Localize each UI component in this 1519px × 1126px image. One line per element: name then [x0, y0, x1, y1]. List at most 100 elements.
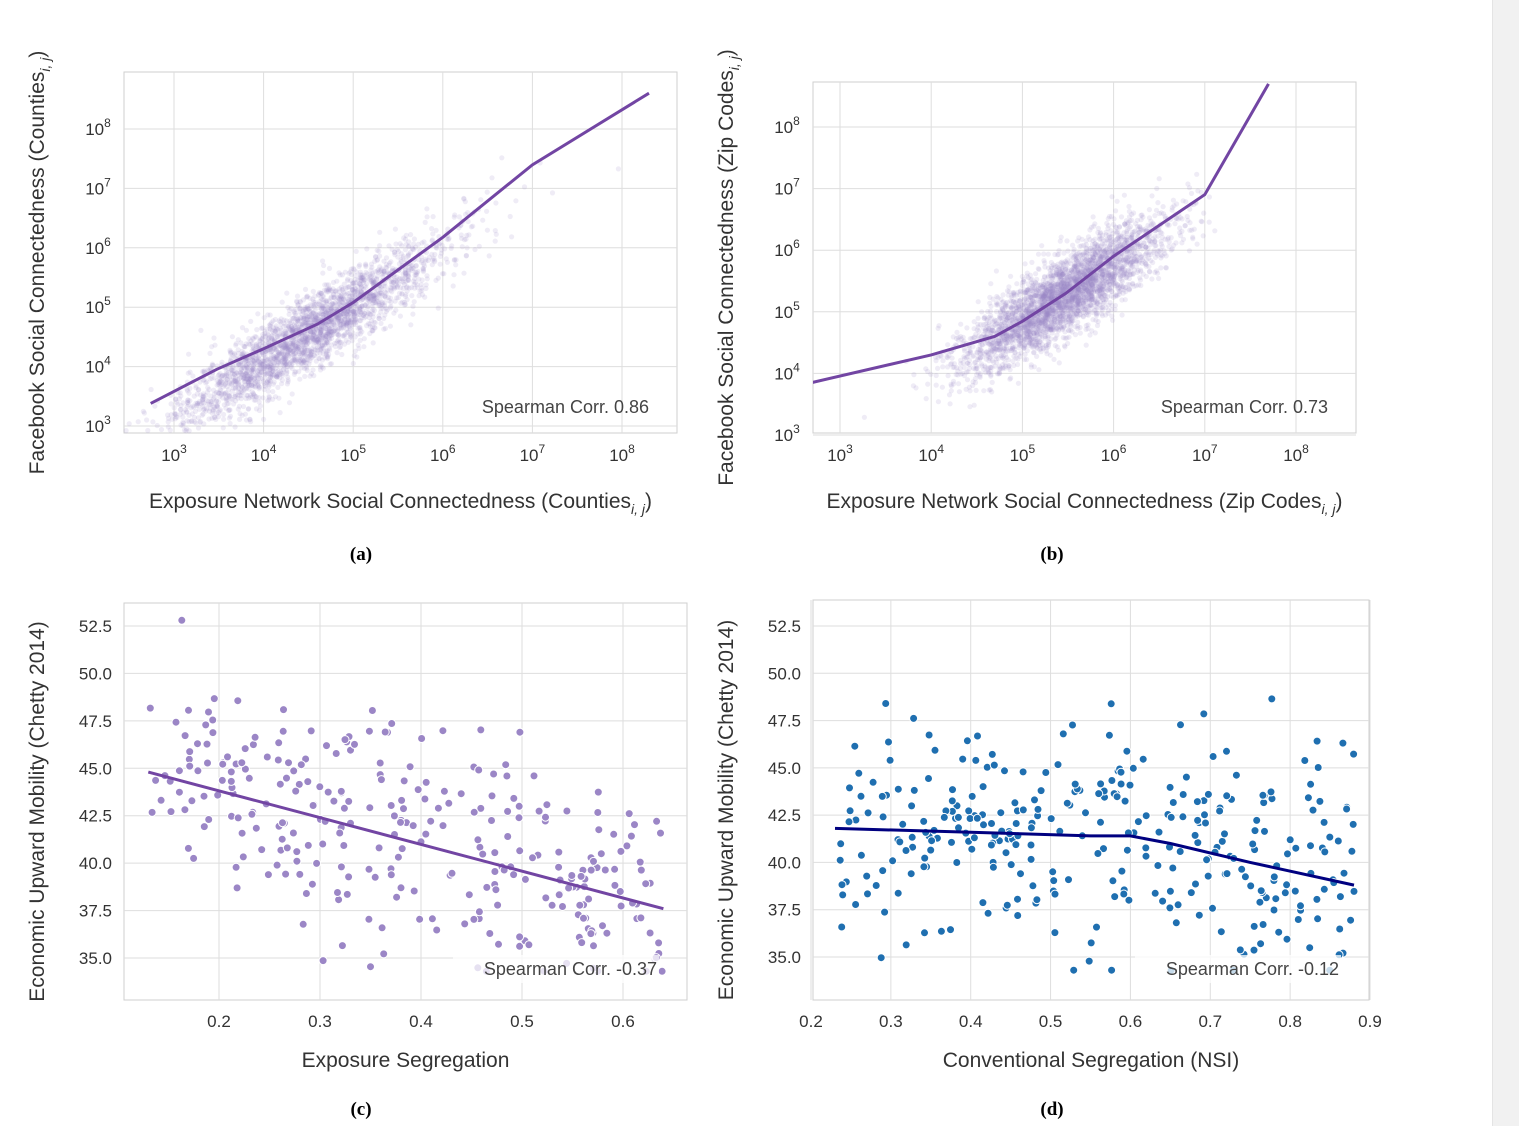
- data-point: [1097, 229, 1103, 235]
- data-point: [287, 325, 293, 331]
- data-point: [319, 337, 325, 343]
- data-point: [290, 325, 296, 331]
- data-point: [300, 309, 306, 315]
- data-point: [1103, 270, 1109, 276]
- data-point: [243, 417, 250, 423]
- data-point: [256, 395, 262, 401]
- data-point: [207, 402, 213, 408]
- data-point: [180, 400, 186, 406]
- data-point: [236, 385, 242, 391]
- data-point: [374, 276, 380, 282]
- data-point: [274, 354, 280, 361]
- data-point: [221, 416, 227, 422]
- data-point: [402, 266, 408, 272]
- data-point: [333, 288, 339, 294]
- data-point: [363, 261, 369, 267]
- data-point: [1104, 220, 1110, 226]
- data-point: [204, 389, 210, 395]
- data-point: [319, 324, 325, 330]
- data-point: [1130, 260, 1136, 266]
- data-point: [306, 334, 313, 340]
- data-point: [1108, 249, 1114, 255]
- data-point: [189, 411, 195, 417]
- data-point: [295, 341, 301, 347]
- data-point: [230, 368, 236, 374]
- data-point: [549, 190, 556, 196]
- data-point: [953, 371, 959, 378]
- data-point: [389, 289, 395, 295]
- data-point: [405, 272, 411, 278]
- data-point: [982, 364, 989, 370]
- data-point: [261, 416, 267, 422]
- data-point: [1012, 328, 1018, 334]
- data-point: [202, 392, 209, 399]
- data-point: [1035, 340, 1041, 346]
- data-point: [405, 277, 411, 283]
- data-point: [1098, 286, 1104, 292]
- data-point: [359, 286, 365, 292]
- data-point: [231, 371, 237, 377]
- data-point: [402, 269, 408, 275]
- data-point: [1039, 294, 1045, 300]
- data-point: [350, 309, 357, 315]
- data-point: [246, 395, 252, 401]
- data-point: [303, 321, 309, 327]
- data-point: [216, 380, 223, 386]
- data-point: [292, 311, 298, 317]
- data-point: [238, 374, 244, 380]
- data-point: [346, 319, 352, 325]
- data-point: [1138, 268, 1144, 274]
- data-point: [304, 294, 310, 300]
- data-point: [513, 198, 519, 204]
- data-point: [267, 327, 274, 333]
- data-point: [263, 357, 269, 363]
- data-point: [275, 384, 281, 390]
- data-point: [956, 389, 962, 395]
- data-point: [371, 298, 377, 304]
- data-point: [264, 364, 270, 370]
- data-point: [175, 401, 181, 407]
- data-point: [1002, 323, 1008, 329]
- data-point: [201, 406, 207, 412]
- data-point: [397, 313, 403, 319]
- data-point: [226, 365, 232, 371]
- data-point: [337, 297, 343, 303]
- data-point: [296, 344, 302, 350]
- data-point: [1037, 290, 1043, 296]
- data-point: [346, 293, 353, 299]
- data-point: [381, 271, 387, 277]
- data-point: [261, 365, 267, 371]
- data-point: [933, 372, 939, 379]
- data-point: [1015, 380, 1021, 386]
- data-point: [1056, 301, 1062, 307]
- data-point: [971, 334, 977, 340]
- data-point: [321, 287, 327, 293]
- data-point: [434, 245, 440, 251]
- data-point: [1007, 334, 1014, 340]
- data-point: [945, 342, 951, 348]
- data-point: [1075, 289, 1081, 296]
- data-point: [268, 364, 274, 370]
- data-point: [273, 365, 279, 371]
- data-point: [1068, 267, 1075, 273]
- data-point: [300, 343, 306, 349]
- data-point: [1034, 281, 1040, 287]
- data-point: [318, 323, 324, 329]
- data-point: [361, 336, 367, 342]
- data-point: [370, 277, 376, 283]
- data-point: [368, 297, 374, 303]
- data-point: [304, 314, 311, 320]
- data-point: [321, 340, 328, 346]
- data-point: [436, 241, 442, 247]
- data-point: [1148, 218, 1154, 224]
- data-point: [317, 364, 323, 370]
- data-point: [260, 366, 266, 372]
- data-point: [248, 360, 254, 366]
- data-point: [315, 336, 321, 342]
- data-point: [380, 274, 386, 280]
- data-point: [324, 299, 330, 305]
- data-point: [439, 242, 445, 249]
- data-point: [193, 400, 199, 406]
- data-point: [341, 333, 348, 339]
